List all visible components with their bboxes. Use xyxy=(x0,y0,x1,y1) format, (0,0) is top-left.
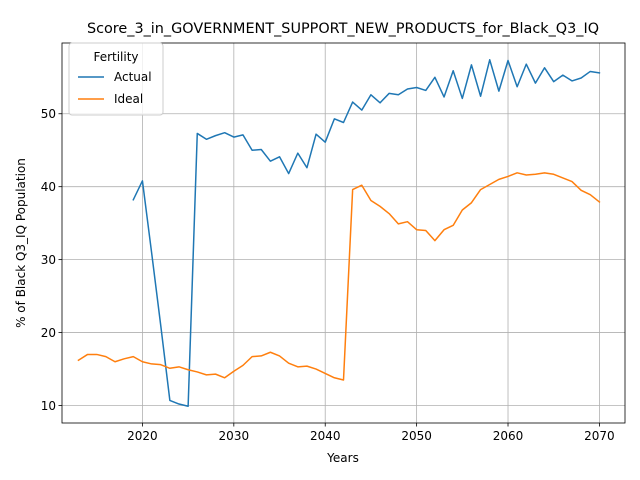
x-tick-label: 2030 xyxy=(219,429,250,443)
x-tick-label: 2040 xyxy=(310,429,341,443)
x-tick-label: 2070 xyxy=(584,429,615,443)
y-axis-label: % of Black Q3_IQ Population xyxy=(14,158,28,328)
chart-title: Score_3_in_GOVERNMENT_SUPPORT_NEW_PRODUC… xyxy=(87,21,599,37)
legend-label-actual: Actual xyxy=(114,70,152,84)
legend-label-ideal: Ideal xyxy=(114,92,143,106)
y-tick-label: 50 xyxy=(41,107,56,121)
x-tick-label: 2050 xyxy=(401,429,432,443)
legend-title: Fertility xyxy=(93,50,138,64)
x-axis-label: Years xyxy=(326,451,359,465)
y-tick-label: 10 xyxy=(41,399,56,413)
y-tick-label: 20 xyxy=(41,326,56,340)
x-tick-label: 2020 xyxy=(127,429,158,443)
y-tick-label: 30 xyxy=(41,253,56,267)
y-tick-label: 40 xyxy=(41,180,56,194)
x-tick-label: 2060 xyxy=(493,429,524,443)
legend: Fertility Actual Ideal xyxy=(69,43,163,115)
